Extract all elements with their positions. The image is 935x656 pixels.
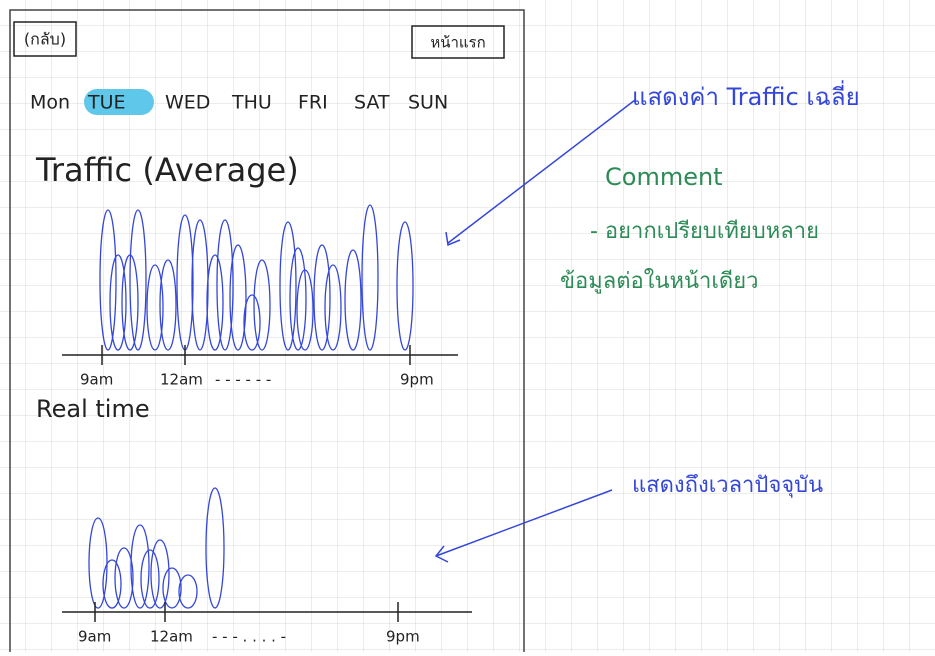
axis-label: 9am [80,371,113,389]
axis-label: 9pm [386,628,420,646]
traffic-title: Traffic (Average) [35,151,299,189]
axis-label: 9pm [400,371,434,389]
day-tab[interactable]: THU [231,92,272,114]
comment-title: Comment [605,163,723,191]
axis-label: - - - - - - [215,371,271,389]
page: (กลับ) หน้าแรก Mon TUE WED THU FRI SAT SUN Tra… [0,0,935,652]
day-tab[interactable]: SUN [408,92,448,114]
day-tab[interactable]: SAT [354,92,390,114]
day-tab[interactable]: Mon [30,92,70,114]
wireframe: (กลับ) หน้าแรก Mon TUE WED THU FRI SAT SUN Tra… [0,0,935,652]
home-button[interactable]: หน้าแรก [430,34,485,52]
day-tabs: Mon TUE WED THU FRI SAT SUN [30,89,448,115]
selected-day[interactable]: TUE [87,92,126,114]
axis-label: - - - . . . . - [212,628,286,646]
day-tab[interactable]: FRI [298,92,328,114]
realtime-note: แสดงถึงเวลาปัจจุบัน [632,473,823,498]
realtime-title: Real time [36,395,150,423]
comment-line: ข้อมูลต่อในหน้าเดียว [560,268,758,294]
traffic-note: แสดงค่า Traffic เฉลี่ย [632,80,860,111]
day-tab[interactable]: WED [165,92,210,114]
axis-label: 12am [150,628,193,646]
back-button[interactable]: (กลับ) [24,30,66,49]
axis-label: 12am [160,371,203,389]
comment-line: - อยากเปรียบเทียบหลาย [590,219,819,244]
axis-label: 9am [78,628,111,646]
